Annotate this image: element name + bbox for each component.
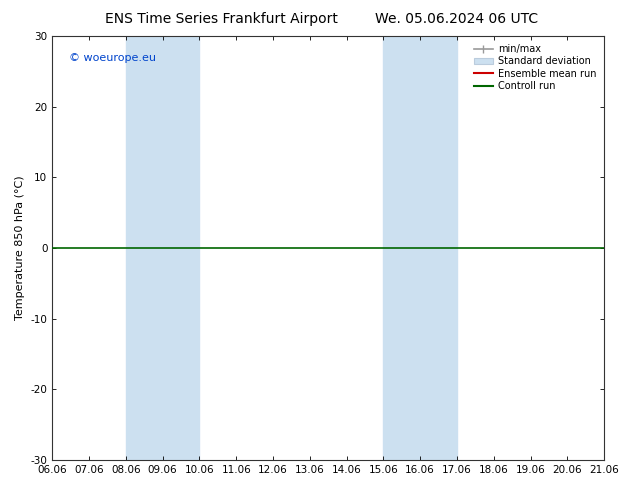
Text: We. 05.06.2024 06 UTC: We. 05.06.2024 06 UTC — [375, 12, 538, 26]
Text: ENS Time Series Frankfurt Airport: ENS Time Series Frankfurt Airport — [105, 12, 339, 26]
Text: © woeurope.eu: © woeurope.eu — [69, 53, 156, 63]
Legend: min/max, Standard deviation, Ensemble mean run, Controll run: min/max, Standard deviation, Ensemble me… — [470, 41, 599, 94]
Y-axis label: Temperature 850 hPa (°C): Temperature 850 hPa (°C) — [15, 176, 25, 320]
Bar — [126, 36, 200, 460]
Bar — [384, 36, 457, 460]
